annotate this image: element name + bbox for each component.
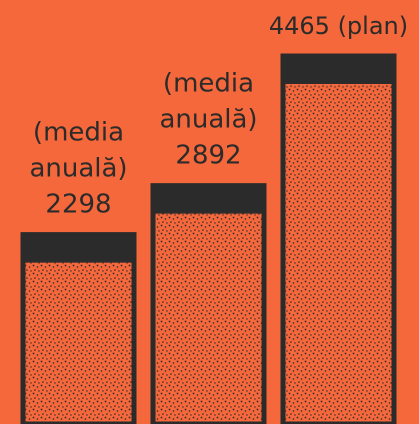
- bar-1: [20, 232, 137, 424]
- bars-layer: [20, 53, 397, 424]
- bar-1-cap: [23, 234, 134, 263]
- bar-3: [280, 53, 397, 424]
- bar-2-label-line-1: (media: [163, 69, 254, 99]
- bar-2-label-line-2: anuală): [159, 105, 257, 135]
- bar-1-label-line-3: 2298: [45, 190, 111, 220]
- data-labels-layer: (media anuală) 2298 (media anuală) 2892 4465 (…: [29, 12, 408, 220]
- bar-3-cap: [283, 56, 394, 84]
- bar-2-label-line-3: 2892: [175, 141, 241, 171]
- bar-3-label-line-1: 4465 (plan): [269, 12, 408, 40]
- bar-1-label-line-2: anuală): [29, 154, 127, 184]
- bar-2: [150, 183, 267, 424]
- bar-1-label-line-1: (media: [33, 118, 124, 148]
- bar-2-cap: [153, 185, 264, 214]
